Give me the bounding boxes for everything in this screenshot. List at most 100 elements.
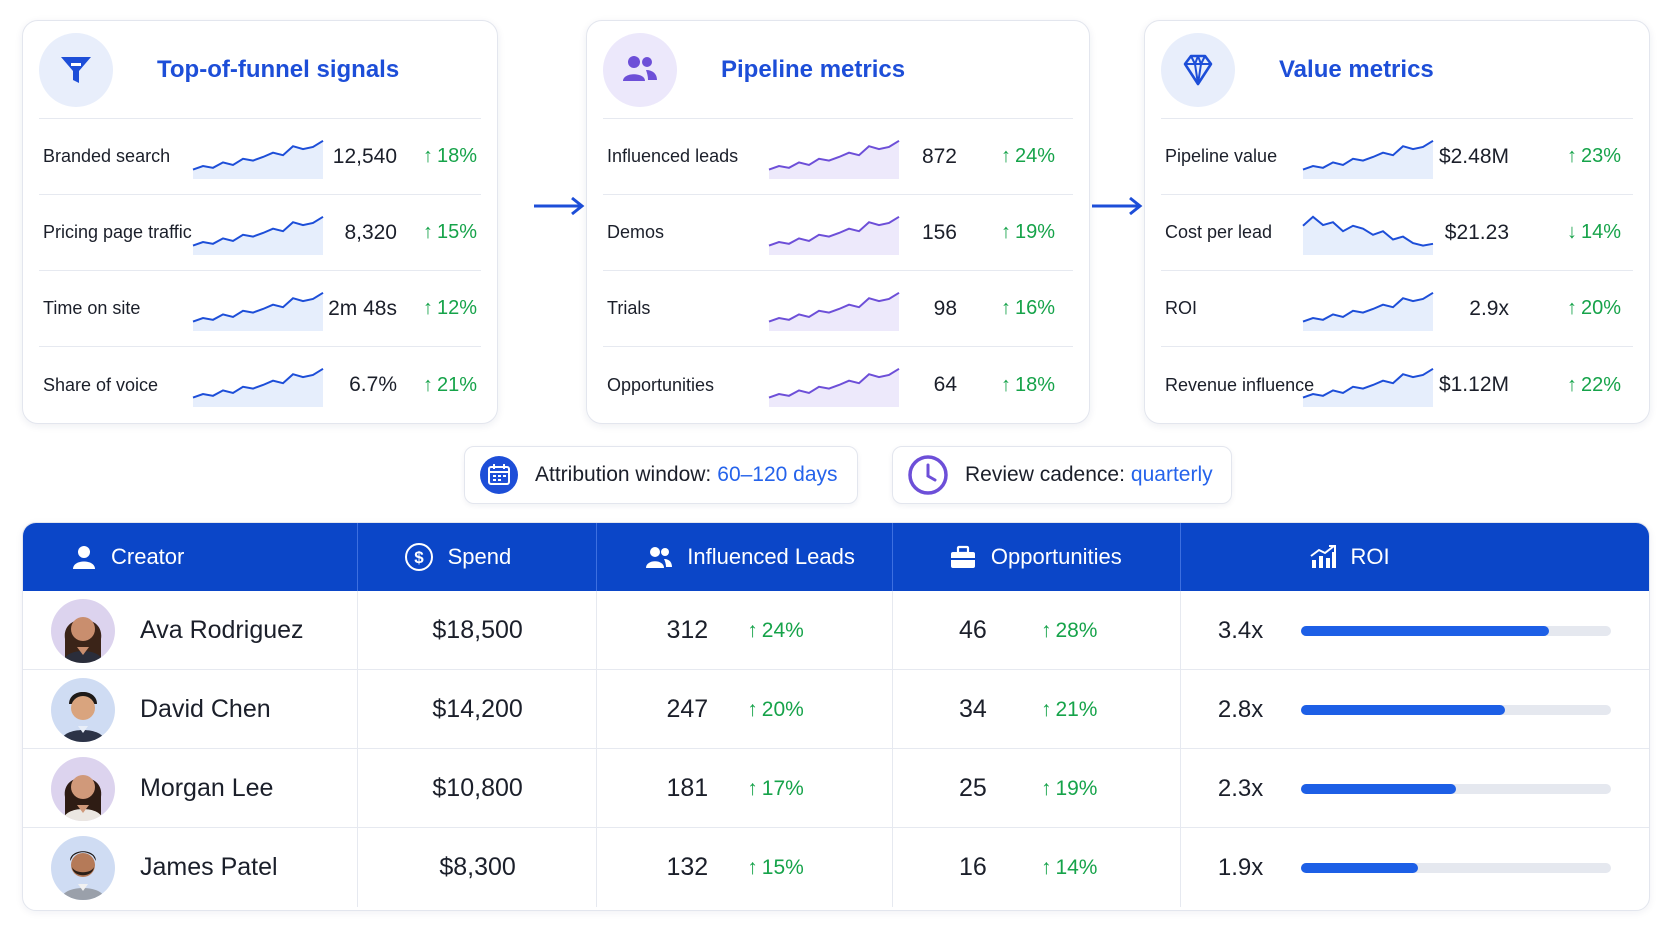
sparkline-area [769,368,899,407]
column-header-creator[interactable]: Creator [23,523,358,591]
leads-cell: 312 ↑ 24% [597,591,893,670]
metric-label: Share of voice [43,374,159,395]
leads-change: ↑ 20% [747,697,804,721]
opps-change: ↑ 21% [1040,697,1098,721]
sparkline [768,139,900,179]
metric-label: Cost per lead [1165,222,1273,242]
opps-change: ↑ 19% [1040,776,1098,800]
column-header-roi[interactable]: ROI [1181,523,1649,591]
roi-cell: 2.3x [1181,749,1649,828]
roi-cell: 1.9x [1181,828,1649,907]
avatar [51,598,115,663]
arrow-up-icon: ↑ [1040,618,1052,642]
sparkline-line [768,367,900,399]
metric-row[interactable]: Demos 156 ↑ 19% [603,195,1073,271]
metric-value: 64 [933,373,957,396]
users-icon [646,547,673,568]
metric-row[interactable]: Revenue influence $1.12M ↑ 22% [1161,347,1633,423]
metric-value: $2.48M [1438,144,1509,168]
creator-cell: David Chen [23,670,358,749]
metric-row[interactable]: Influenced leads 872 ↑ 24% [603,119,1073,195]
metric-change: ↑ 15% [423,221,478,243]
leads-value: 132 [666,853,709,881]
metric-label: Revenue influence [1165,374,1315,395]
arrow-up-icon: ↑ [747,855,758,879]
column-header-spend[interactable]: $ Spend [358,523,598,591]
metric-change: ↑ 20% [1567,297,1622,319]
flow-arrow-icon [534,196,585,216]
metric-label: Branded search [43,146,171,166]
sparkline-line [192,215,324,247]
sparkline [768,367,900,407]
sparkline [1302,291,1434,331]
sparkline-line [1302,215,1434,247]
sparkline [1302,139,1434,179]
metric-row[interactable]: Trials 98 ↑ 16% [603,271,1073,347]
opps-cell: 46 ↑ 28% [893,591,1181,670]
table-row[interactable]: James Patel $8,300 132 ↑ 15% 16 ↑ 14% 1.9x [23,828,1649,907]
metric-change: ↑ 22% [1567,373,1622,396]
metric-list: Pipeline value $2.48M ↑ 23% Cost per lead $2… [1145,119,1649,423]
column-header-opportunities[interactable]: Opportunities [893,523,1181,591]
metric-change: ↑ 18% [1001,373,1056,396]
arrow-up-icon: ↑ [423,297,433,319]
spend-cell: $14,200 [358,670,598,749]
sparkline-area [1303,216,1433,255]
column-label: Creator [111,544,185,569]
spend-value: $10,800 [432,774,523,802]
metric-row[interactable]: Branded search 12,540 ↑ 18% [39,119,481,195]
leads-change: ↑ 17% [747,776,804,800]
metric-value: $21.23 [1444,220,1509,244]
sparkline [192,367,324,407]
roi-bar-track [1300,863,1611,873]
metric-row[interactable]: Share of voice 6.7% ↑ 21% [39,347,481,423]
sparkline-line [1302,367,1434,399]
arrow-up-icon: ↑ [747,697,758,721]
metric-row[interactable]: Opportunities 64 ↑ 18% [603,347,1073,423]
metric-row[interactable]: Time on site 2m 48s ↑ 12% [39,271,481,347]
column-label: Opportunities [990,544,1122,569]
opps-value: 46 [959,616,987,644]
creator-name: Morgan Lee [140,774,274,802]
arrow-up-icon: ↑ [1567,373,1577,396]
column-label: Influenced Leads [687,544,855,569]
card-header: Top-of-funnel signals [39,21,481,119]
sparkline-area [193,292,323,331]
metric-label: Time on site [43,298,141,318]
metric-label: Influenced leads [607,146,739,166]
arrow-up-icon: ↑ [1567,297,1577,319]
column-header-influenced-leads[interactable]: Influenced Leads [597,523,893,591]
avatar [51,756,115,821]
roi-value: 2.8x [1217,695,1264,723]
sparkline-area [769,140,899,179]
roi-bar-fill [1300,863,1419,873]
spend-cell: $18,500 [358,591,598,670]
arrow-up-icon: ↑ [1040,776,1052,800]
metric-row[interactable]: ROI 2.9x ↑ 20% [1161,271,1633,347]
table-row[interactable]: Ava Rodriguez $18,500 312 ↑ 24% 46 ↑ 28% 3.4… [23,591,1649,670]
pipeline-metrics-card: Pipeline metrics Influenced leads 872 ↑ 24%… [586,20,1090,424]
creator-cell: James Patel [23,828,358,907]
opps-cell: 34 ↑ 21% [893,670,1181,749]
metric-row[interactable]: Pricing page traffic 8,320 ↑ 15% [39,195,481,271]
sparkline [1302,215,1434,255]
table-row[interactable]: Morgan Lee $10,800 181 ↑ 17% 25 ↑ 19% 2.3x [23,749,1649,828]
metric-change: ↑ 23% [1567,145,1622,167]
opps-change: ↑ 14% [1040,855,1098,879]
value-metrics-card: Value metrics Pipeline value $2.48M ↑ 23% C… [1144,20,1650,424]
briefcase-icon [950,545,975,568]
arrow-up-icon: ↑ [1001,145,1011,167]
leads-cell: 132 ↑ 15% [597,828,893,907]
creator-table: Creator $ Spend Influenced Leads Opportu… [22,522,1650,911]
sparkline-line [768,139,900,171]
column-label: ROI [1350,544,1390,569]
table-row[interactable]: David Chen $14,200 247 ↑ 20% 34 ↑ 21% 2.8x [23,670,1649,749]
creator-name: David Chen [140,695,271,723]
metric-change: ↑ 18% [423,145,478,167]
arrow-up-icon: ↑ [1001,297,1011,319]
metric-row[interactable]: Pipeline value $2.48M ↑ 23% [1161,119,1633,195]
metric-row[interactable]: Cost per lead $21.23 ↓ 14% [1161,195,1633,271]
avatar [51,835,115,900]
metric-value: 8,320 [344,220,397,244]
arrow-up-icon: ↑ [423,221,433,243]
